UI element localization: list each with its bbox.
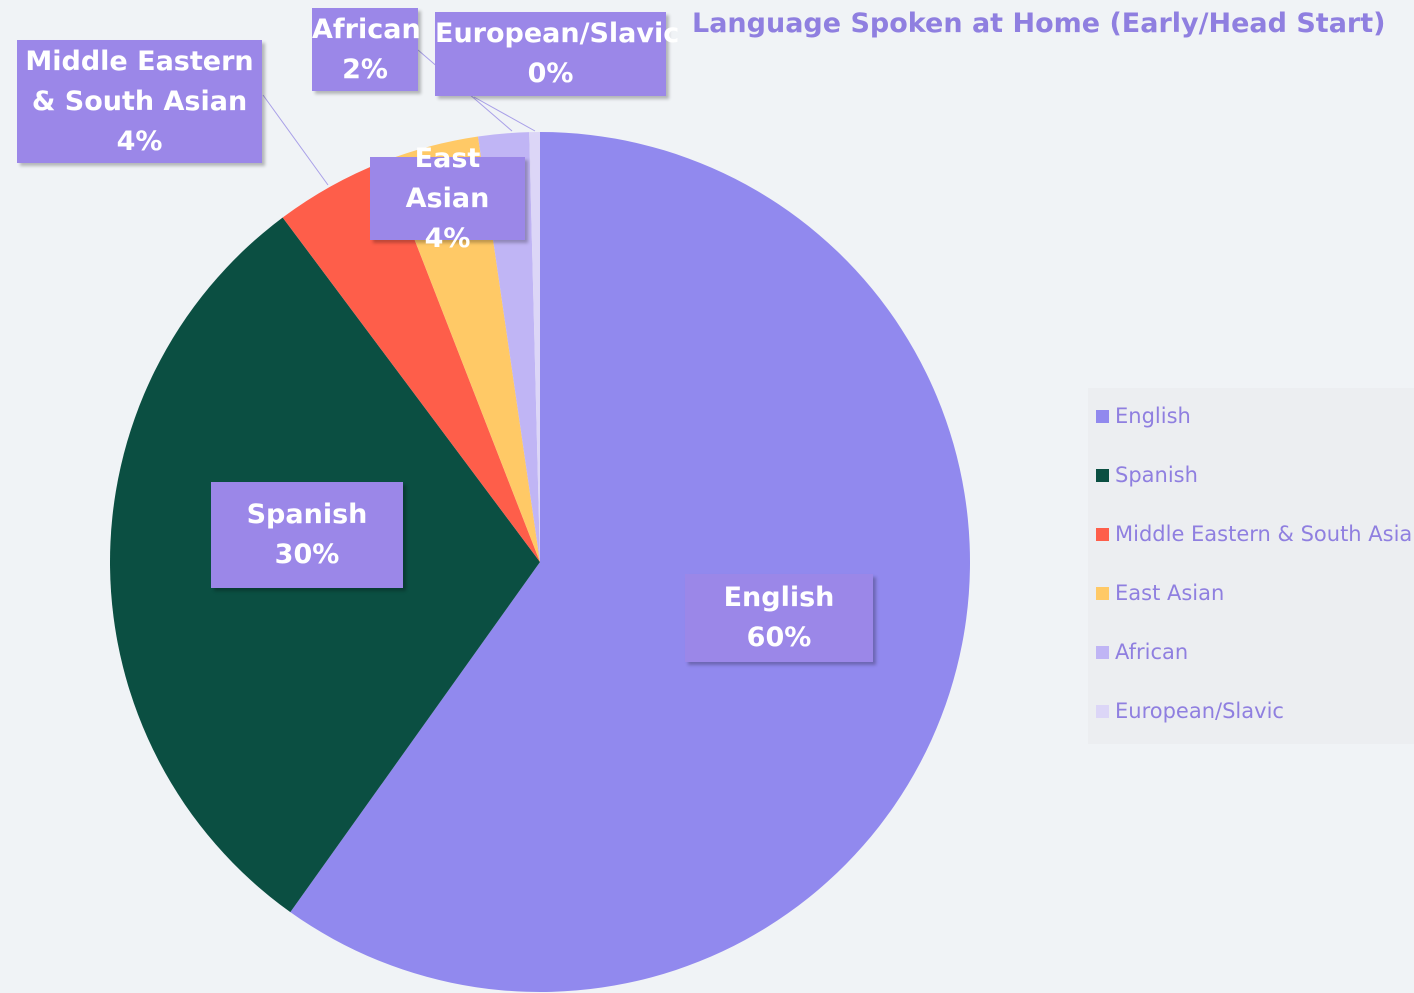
data-label: East Asian 4% (370, 143, 525, 254)
data-label: African 2% (312, 8, 421, 91)
pie-slice (529, 132, 540, 562)
legend-swatch (1096, 527, 1109, 541)
data-label: Spanish 30% (211, 482, 403, 588)
label-value: 4% (424, 222, 471, 254)
legend-swatch (1096, 468, 1109, 482)
data-label: English 60% (685, 574, 873, 662)
label-category: European/Slavic (435, 18, 680, 49)
legend-item: English (1096, 404, 1191, 428)
legend-item: East Asian (1096, 581, 1224, 605)
legend-item: Spanish (1096, 463, 1198, 487)
pie-slice (384, 136, 540, 563)
pie-slice (290, 132, 970, 992)
label-category: East Asian (405, 142, 490, 214)
legend-item: European/Slavic (1096, 699, 1284, 723)
legend: English Spanish Middle Eastern & South Asi… (1088, 388, 1414, 744)
label-value: 60% (746, 622, 812, 653)
legend-swatch (1096, 409, 1109, 423)
legend-swatch (1096, 586, 1109, 600)
label-value: 0% (527, 58, 574, 89)
legend-label: Middle Eastern & South Asian (1115, 522, 1414, 546)
leader-line (262, 94, 329, 186)
data-label: Middle Eastern & South Asian 4% (17, 40, 262, 163)
legend-label: Spanish (1115, 463, 1198, 487)
label-category: English (723, 582, 835, 613)
legend-label: East Asian (1115, 581, 1225, 605)
pie-slice (282, 161, 540, 562)
leader-line (473, 96, 536, 132)
legend-swatch (1096, 645, 1109, 659)
label-category: Middle Eastern & South Asian (25, 45, 254, 117)
legend-label: European/Slavic (1115, 699, 1284, 723)
label-value: 30% (274, 539, 340, 570)
label-category: Spanish (246, 499, 368, 530)
data-label: European/Slavic 0% (435, 12, 680, 96)
label-value: 4% (116, 125, 163, 157)
legend-item: Middle Eastern & South Asian (1096, 522, 1414, 546)
label-category: African (312, 13, 421, 45)
legend-label: English (1115, 404, 1191, 428)
label-value: 2% (342, 53, 388, 85)
legend-item: African (1096, 640, 1188, 664)
legend-label: African (1115, 640, 1189, 664)
legend-swatch (1096, 704, 1109, 718)
chart-title: Language Spoken at Home (Early/Head Star… (692, 8, 1386, 39)
